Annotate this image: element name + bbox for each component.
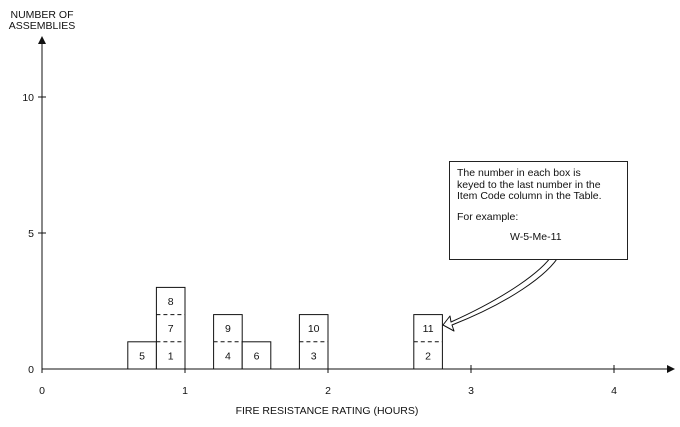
histogram-bar: 49 [213,314,243,370]
bar-outline [155,286,186,370]
y-tick-label: 0 [28,364,34,376]
box-number-label: 3 [311,350,317,362]
box-number-label: 11 [423,323,434,335]
histogram-bar: 3 10 [298,314,329,370]
box-number-label: 8 [168,296,174,308]
y-axis-label-line2: ASSEMBLIES [9,20,76,32]
y-tick-label: 5 [28,228,34,240]
callout-example-label: For example: [457,210,519,223]
box-number-label: 7 [168,323,174,335]
callout-line-3: Item Code column in the Table. [457,190,602,202]
callout-line-2: keyed to the last number in the [457,178,601,191]
x-tick-label: 2 [325,385,331,397]
histogram-bar: 1 7 8 [155,286,186,370]
x-tick-label: 3 [468,385,474,397]
x-axis-label: FIRE RESISTANCE RATING (HOURS) [236,405,419,417]
x-tick-label: 0 [39,385,45,397]
box-number-label: 4 [225,350,231,362]
bar-outline [241,341,272,370]
x-tick-label: 1 [182,385,188,397]
y-tick-label: 10 [22,92,34,104]
bar-outline [127,341,157,370]
callout-line-1: The number in each box is [457,167,581,179]
callout-box: The number in each box is keyed to the l… [449,161,628,260]
histogram-bar: 2 11 [413,314,443,370]
callout-example-code: W-5-Me-11 [510,231,562,243]
box-number-label: 9 [225,323,231,335]
histogram-bar: 6 [241,341,272,370]
box-number-label: 10 [308,323,320,335]
y-axis-label-line1: NUMBER OF [11,9,74,21]
histogram-bar: 5 [127,341,157,370]
box-number-label: 6 [254,350,260,362]
box-number-label: 5 [139,350,145,362]
box-number-label: 2 [425,350,431,362]
x-tick-label: 4 [611,385,617,397]
callout-arrow [442,247,563,332]
box-number-label: 1 [168,350,174,362]
